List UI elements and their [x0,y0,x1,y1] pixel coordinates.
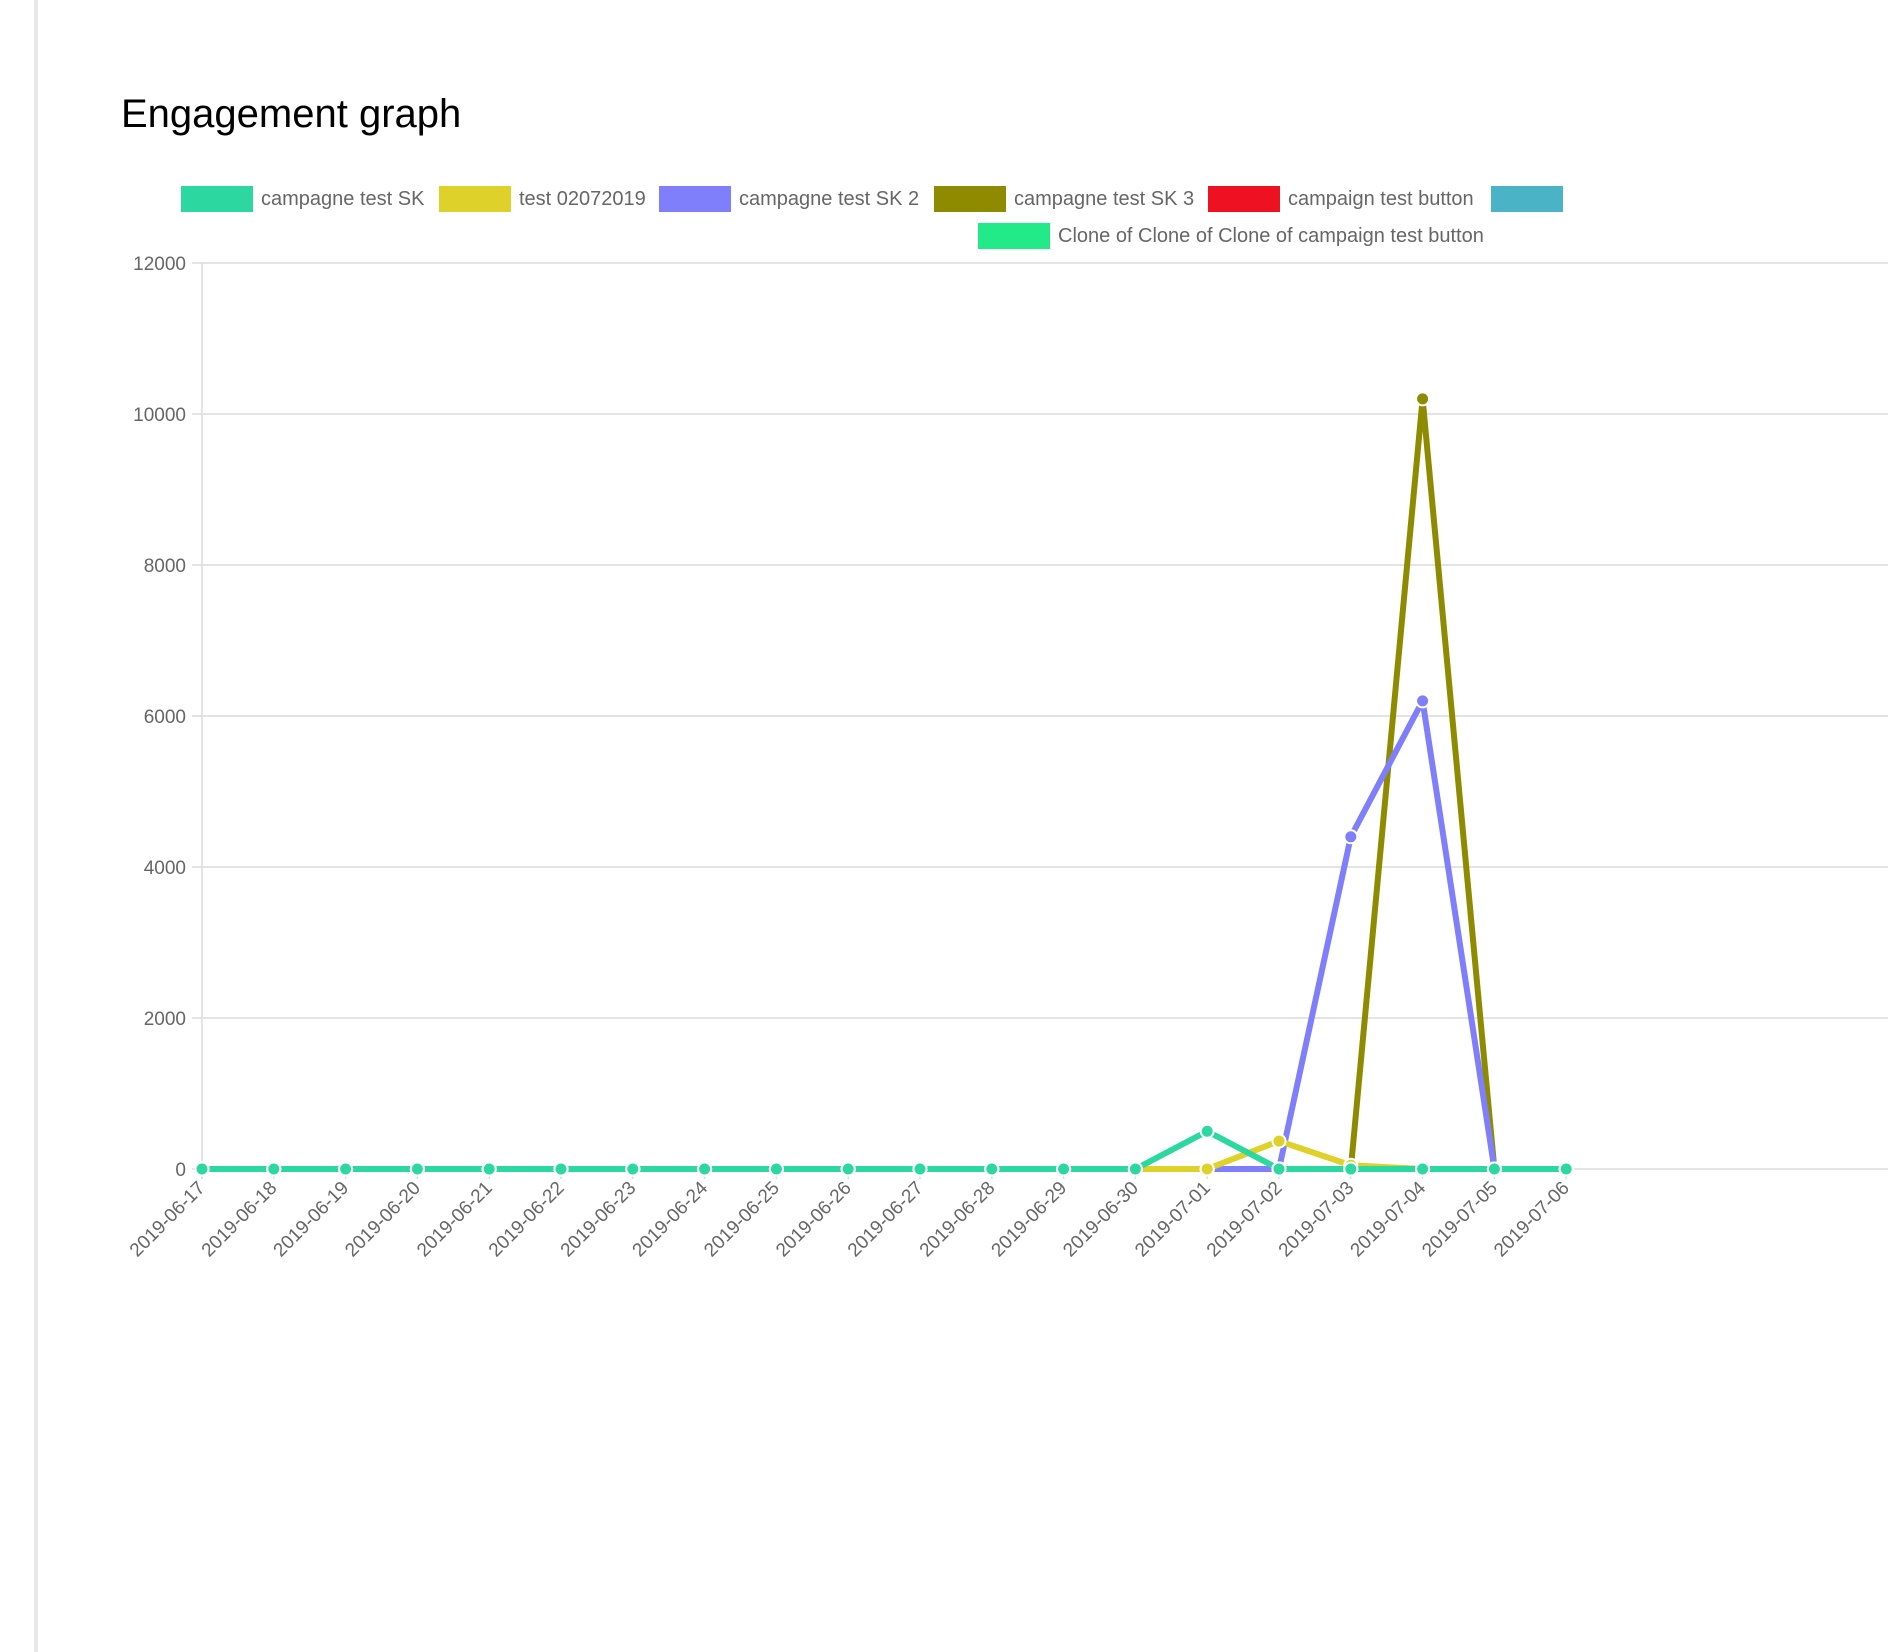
legend-swatch [978,223,1050,249]
x-axis-ticks: 2019-06-172019-06-182019-06-192019-06-20… [126,1169,1574,1261]
data-point[interactable] [194,1161,210,1177]
data-point[interactable] [1271,1133,1287,1149]
legend-label: Clone of Clone of Clone of campaign test… [1058,224,1484,247]
data-point[interactable] [984,1161,1000,1177]
data-point[interactable] [1415,1161,1431,1177]
data-point[interactable] [409,1161,425,1177]
data-point[interactable] [1199,1123,1215,1139]
series-lines [199,395,1570,1172]
data-point[interactable] [266,1161,282,1177]
legend-swatch [934,186,1006,212]
x-tick-label: 2019-06-17 [126,1178,210,1262]
legend-item-campaign-test-button[interactable]: campaign test button [1208,185,1474,213]
series-line-1 [199,1138,1570,1172]
x-tick-label: 2019-07-02 [1203,1178,1287,1262]
x-tick-label: 2019-06-19 [270,1178,354,1262]
data-point[interactable] [481,1161,497,1177]
legend-item-clone-campaign-test-button[interactable]: Clone of Clone of Clone of campaign test… [978,222,1484,250]
legend-swatch [1491,186,1563,212]
x-tick-label: 2019-06-25 [700,1178,784,1262]
series-line-0 [199,1128,1570,1172]
x-tick-label: 2019-06-22 [485,1178,569,1262]
legend-item-campagne-test-sk[interactable]: campagne test SK [181,185,424,213]
data-point[interactable] [1199,1161,1215,1177]
x-tick-label: 2019-07-04 [1347,1177,1431,1261]
grid-lines [192,262,1888,1179]
x-tick-label: 2019-06-24 [629,1177,713,1261]
legend-label: campagne test SK 2 [739,187,920,210]
left-border [34,0,38,1652]
legend-label: campaign test button [1288,187,1474,210]
x-tick-label: 2019-07-01 [1131,1178,1215,1262]
x-tick-label: 2019-07-05 [1418,1178,1502,1262]
y-tick-label: 8000 [144,556,186,577]
series-line-2 [199,697,1570,1172]
legend-label: test 02072019 [519,187,646,210]
data-point[interactable] [1415,693,1431,709]
data-point[interactable] [1127,1161,1143,1177]
data-point[interactable] [1343,829,1359,845]
data-point[interactable] [697,1161,713,1177]
page-title: Engagement graph [121,92,462,136]
x-tick-label: 2019-06-23 [557,1178,641,1262]
legend-swatch [181,186,253,212]
legend-swatch [439,186,511,212]
y-tick-label: 12000 [133,254,186,275]
data-point[interactable] [840,1161,856,1177]
y-tick-label: 4000 [144,858,186,879]
x-tick-label: 2019-06-30 [1059,1178,1143,1262]
x-tick-label: 2019-06-20 [341,1178,425,1262]
legend-item-series-6[interactable] [1491,185,1571,213]
series-points [194,391,1574,1177]
legend-swatch [659,186,731,212]
data-point[interactable] [1415,391,1431,407]
y-axis-ticks: 0 2000 4000 6000 8000 10000 12000 [133,254,186,1181]
x-tick-label: 2019-06-28 [916,1178,1000,1262]
y-tick-label: 10000 [133,405,186,426]
legend-item-campagne-test-sk-2[interactable]: campagne test SK 2 [659,185,919,213]
x-tick-label: 2019-07-03 [1275,1178,1359,1262]
data-point[interactable] [1271,1161,1287,1177]
series-line-3 [199,395,1570,1172]
data-point[interactable] [1486,1161,1502,1177]
data-point[interactable] [1343,1161,1359,1177]
legend-label: campagne test SK 3 [1014,187,1195,210]
data-point[interactable] [553,1161,569,1177]
y-tick-label: 0 [175,1160,186,1181]
data-point[interactable] [1558,1161,1574,1177]
data-point[interactable] [338,1161,354,1177]
x-tick-label: 2019-07-06 [1490,1178,1574,1262]
legend-item-campagne-test-sk-3[interactable]: campagne test SK 3 [934,185,1194,213]
data-point[interactable] [625,1161,641,1177]
legend-item-test-02072019[interactable]: test 02072019 [439,185,646,213]
x-tick-label: 2019-06-27 [844,1178,928,1262]
data-point[interactable] [912,1161,928,1177]
legend-swatch [1208,186,1280,212]
y-tick-label: 6000 [144,707,186,728]
data-point[interactable] [1056,1161,1072,1177]
x-tick-label: 2019-06-18 [198,1178,282,1262]
legend-label: campagne test SK [261,187,425,210]
data-point[interactable] [768,1161,784,1177]
x-tick-label: 2019-06-21 [413,1178,497,1262]
y-tick-label: 2000 [144,1009,186,1030]
x-tick-label: 2019-06-29 [988,1178,1072,1262]
x-tick-label: 2019-06-26 [772,1178,856,1262]
